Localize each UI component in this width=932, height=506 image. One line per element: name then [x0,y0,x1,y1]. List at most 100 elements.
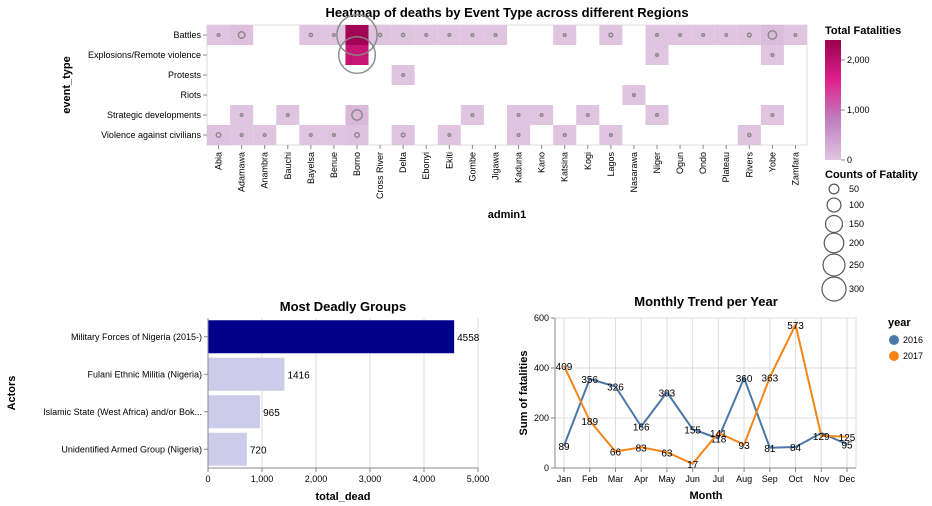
heatmap-cell [322,25,346,45]
heatmap-x-tick-label: Borno [352,152,362,176]
heatmap-count-bubble [285,112,290,117]
heatmap-y-axis-label: event_type [61,56,73,113]
line-data-label: 356 [581,375,598,386]
line-data-label: 360 [736,374,753,385]
line-x-tick-label: Jun [685,474,700,484]
heatmap-x-tick-label: Delta [398,152,408,173]
heatmap-count-bubble [516,112,521,117]
bar-chart-title: Most Deadly Groups [280,299,406,314]
heatmap-x-tick-label: Ekiti [444,152,454,169]
heatmap-count-bubble [585,112,590,117]
bar-value-label: 965 [263,408,280,419]
line-data-label: 17 [687,460,699,471]
heatmap-cell [507,105,531,125]
heatmap-y-tick-label: Strategic developments [107,110,202,120]
heatmap-cell [437,25,461,45]
line-legend: year 2016 2017 [888,317,923,361]
heatmap-x-tick-label: Adamawa [237,152,247,192]
line-data-label: 63 [661,448,673,459]
heatmap-count-bubble [447,132,452,137]
heatmap-x-tick-label: Benue [329,152,339,178]
line-data-label: 363 [761,373,778,384]
heatmap-count-bubble [724,33,729,38]
heatmap-x-tick-label: Kogi [583,152,593,170]
heatmap-cell [737,25,761,45]
heatmap-count-bubble [539,112,544,117]
heatmap-cell [599,25,623,45]
line-data-label: 166 [633,423,650,434]
heatmap-count-bubble [470,112,475,117]
line-data-label: 326 [607,383,624,394]
line-x-tick-label: Sep [762,474,778,484]
line-data-label: 303 [659,388,676,399]
line-series-2016 [563,375,848,449]
line-x-tick-label: Jan [557,474,572,484]
heatmap-cell [576,105,600,125]
line-data-label: 66 [610,448,622,459]
line-y-axis-label: Sum of fatalities [518,351,530,436]
heatmap-x-tick-label: Plateau [721,152,731,183]
bar-chart: Most Deadly Groups Actors total_dead 455… [6,299,489,503]
heatmap-x-tick-label: Gombe [467,152,477,182]
heatmap-chart: Heatmap of deaths by Event Type across d… [61,5,919,302]
heatmap-count-bubble [447,33,452,38]
heatmap-x-tick-label: Lagos [606,152,616,177]
size-legend-label: 100 [849,200,864,210]
line-x-axis-label: Month [690,490,723,502]
color-legend: Total Fatalities 0 1,000 2,000 [825,25,901,165]
heatmap-y-tick-label: Protests [168,70,202,80]
line-x-tick-label: Feb [582,474,598,484]
heatmap-count-bubble [562,33,567,38]
bar-value-label: 720 [250,445,267,456]
color-legend-tick-label: 1,000 [847,105,870,115]
heatmap-count-bubble [353,131,361,139]
heatmap-x-tick-label: Bayelsa [306,152,316,184]
bar [208,432,247,466]
line-data-label: 189 [581,417,598,428]
heatmap-x-tick-label: Anambra [260,152,270,189]
heatmap-cell [760,25,784,45]
heatmap-cell [230,25,254,45]
heatmap-count-bubble [655,33,660,38]
line-data-label: 84 [790,443,802,454]
size-legend-label: 250 [849,260,864,270]
line-data-label: 93 [739,441,751,452]
line-x-tick-label: Mar [608,474,624,484]
heatmap-count-bubble [377,32,383,38]
bar-value-label: 1416 [287,370,310,381]
line-data-label: 155 [684,425,701,436]
heatmap-count-bubble [216,33,221,38]
line-legend-label: 2016 [903,335,923,345]
size-legend-symbol [822,253,846,277]
bar-x-tick-label: 5,000 [467,474,490,484]
heatmap-count-bubble [331,32,336,38]
heatmap-cell [345,105,369,125]
heatmap-cell [391,65,415,85]
size-legend-symbol [824,214,844,234]
line-data-label: 129 [813,432,830,443]
heatmap-title: Heatmap of deaths by Event Type across d… [325,5,688,20]
bar-y-tick-label: Unidentified Armed Group (Nigeria) [61,444,202,454]
line-data-label: 118 [710,435,726,446]
bar-x-tick-label: 3,000 [359,474,382,484]
color-legend-title: Total Fatalities [825,25,901,37]
heatmap-cell [230,125,254,145]
size-legend: Counts of Fatality 50 100 150 200 250 300 [821,169,919,302]
heatmap-cell [530,105,554,125]
bar-x-tick-label: 4,000 [413,474,436,484]
heatmap-count-bubble [746,132,752,138]
line-y-tick-label: 600 [534,313,549,323]
heatmap-x-tick-label: Yobe [767,152,777,172]
heatmap-cell [345,25,369,45]
heatmap-cell [391,25,415,45]
bar [208,320,455,354]
heatmap-cell [322,125,346,145]
heatmap-x-tick-label: Abia [214,152,224,170]
heatmap-cell [622,85,646,105]
heatmap-cell [460,25,484,45]
line-x-tick-label: Aug [736,474,752,484]
heatmap-cell [230,105,254,125]
line-x-tick-label: Dec [839,474,856,484]
line-x-tick-label: May [658,474,676,484]
heatmap-x-tick-label: Rivers [744,152,754,178]
